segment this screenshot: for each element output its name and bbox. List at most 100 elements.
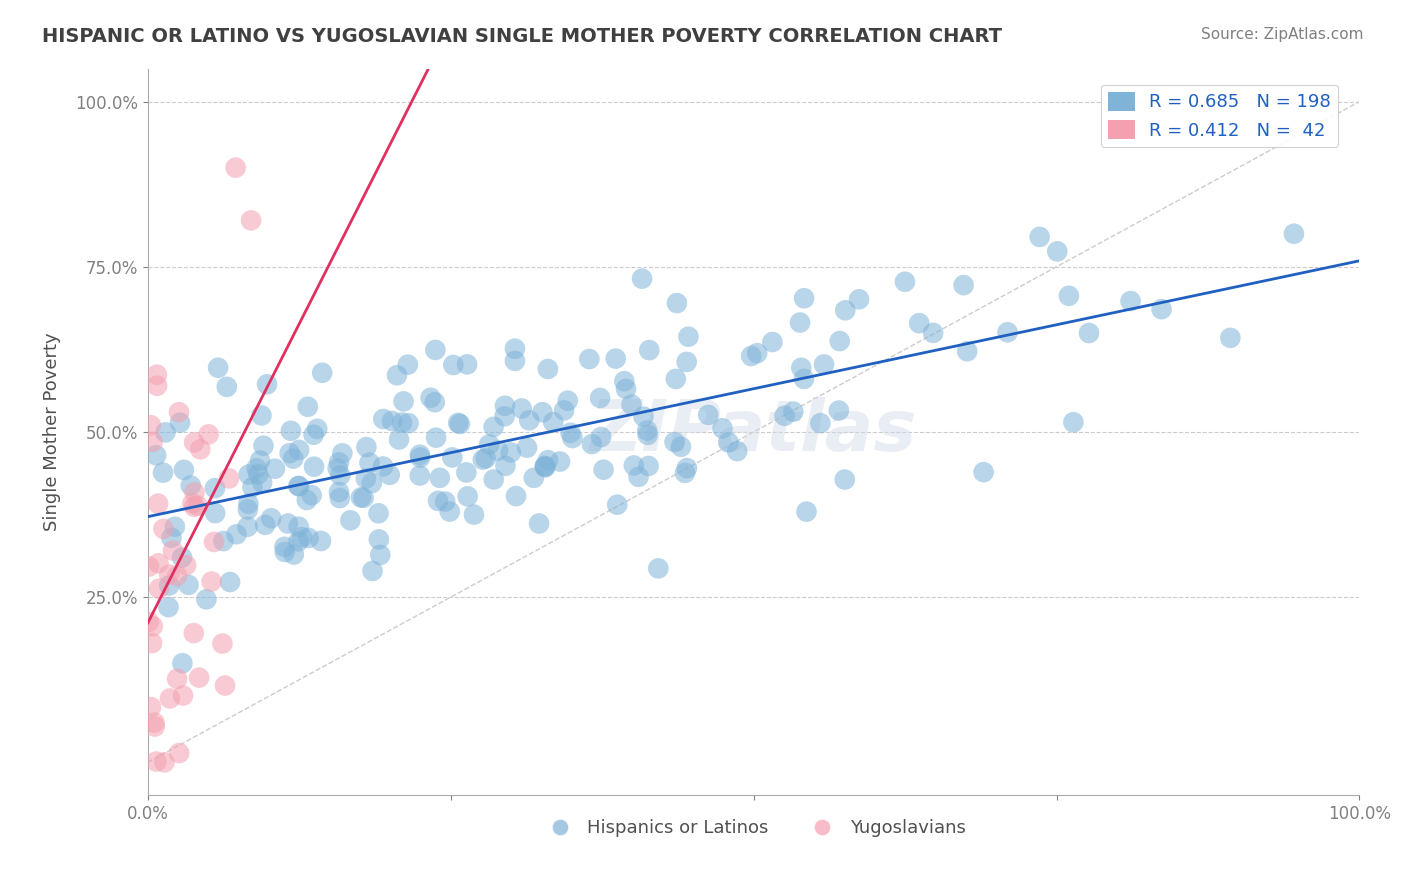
Point: [287, 534, 309, 549]
Point: [456, 466, 478, 480]
Point: [143, 720, 166, 734]
Point: [997, 325, 1019, 339]
Point: [280, 424, 302, 438]
Point: [391, 416, 413, 430]
Point: [155, 425, 177, 440]
Point: [425, 343, 447, 357]
Point: [419, 391, 441, 405]
Point: [449, 417, 471, 431]
Point: [264, 461, 287, 475]
Point: [240, 213, 263, 227]
Point: [311, 366, 333, 380]
Point: [157, 578, 180, 592]
Point: [385, 368, 408, 383]
Point: [328, 455, 350, 469]
Point: [834, 473, 856, 487]
Point: [675, 355, 697, 369]
Point: [1046, 244, 1069, 259]
Point: [250, 475, 273, 490]
Point: [456, 357, 478, 371]
Point: [146, 368, 169, 382]
Point: [922, 326, 945, 340]
Point: [350, 491, 373, 505]
Point: [138, 559, 160, 574]
Point: [523, 471, 546, 485]
Point: [606, 498, 628, 512]
Point: [204, 506, 226, 520]
Point: [1062, 415, 1084, 429]
Point: [747, 346, 769, 360]
Point: [828, 334, 851, 348]
Point: [973, 465, 995, 479]
Point: [183, 485, 205, 500]
Point: [307, 422, 329, 436]
Point: [427, 494, 450, 508]
Point: [381, 414, 404, 428]
Point: [148, 582, 170, 596]
Point: [614, 382, 637, 396]
Point: [548, 454, 571, 468]
Point: [173, 463, 195, 477]
Point: [180, 478, 202, 492]
Point: [495, 458, 517, 473]
Point: [623, 458, 645, 473]
Point: [773, 409, 796, 423]
Point: [1282, 227, 1305, 241]
Point: [160, 531, 183, 545]
Point: [183, 500, 205, 514]
Point: [288, 479, 311, 493]
Point: [157, 600, 180, 615]
Point: [503, 342, 526, 356]
Point: [167, 746, 190, 760]
Point: [249, 453, 271, 467]
Point: [291, 530, 314, 544]
Point: [188, 671, 211, 685]
Point: [429, 471, 451, 485]
Point: [287, 479, 309, 493]
Point: [139, 700, 162, 714]
Point: [252, 439, 274, 453]
Point: [238, 497, 260, 511]
Point: [250, 409, 273, 423]
Point: [560, 425, 582, 440]
Point: [353, 491, 375, 505]
Point: [297, 400, 319, 414]
Point: [1150, 302, 1173, 317]
Point: [212, 534, 235, 549]
Point: [620, 398, 643, 412]
Point: [503, 354, 526, 368]
Point: [589, 391, 612, 405]
Point: [537, 453, 560, 467]
Point: [457, 489, 479, 503]
Point: [592, 463, 614, 477]
Point: [1028, 230, 1050, 244]
Point: [277, 516, 299, 531]
Point: [482, 472, 505, 486]
Point: [848, 293, 870, 307]
Legend: Hispanics or Latinos, Yugoslavians: Hispanics or Latinos, Yugoslavians: [534, 812, 973, 845]
Point: [782, 405, 804, 419]
Point: [665, 372, 688, 386]
Point: [245, 461, 267, 475]
Point: [908, 316, 931, 330]
Point: [534, 460, 557, 475]
Point: [202, 535, 225, 549]
Point: [396, 358, 419, 372]
Point: [297, 531, 319, 545]
Point: [627, 470, 650, 484]
Point: [637, 458, 659, 473]
Point: [368, 548, 391, 562]
Point: [561, 431, 583, 445]
Point: [409, 448, 432, 462]
Point: [664, 435, 686, 450]
Point: [211, 637, 233, 651]
Point: [441, 358, 464, 372]
Point: [505, 489, 527, 503]
Point: [172, 657, 194, 671]
Point: [360, 476, 382, 491]
Point: [167, 405, 190, 419]
Point: [142, 434, 165, 449]
Point: [676, 461, 699, 475]
Point: [434, 494, 457, 508]
Point: [516, 441, 538, 455]
